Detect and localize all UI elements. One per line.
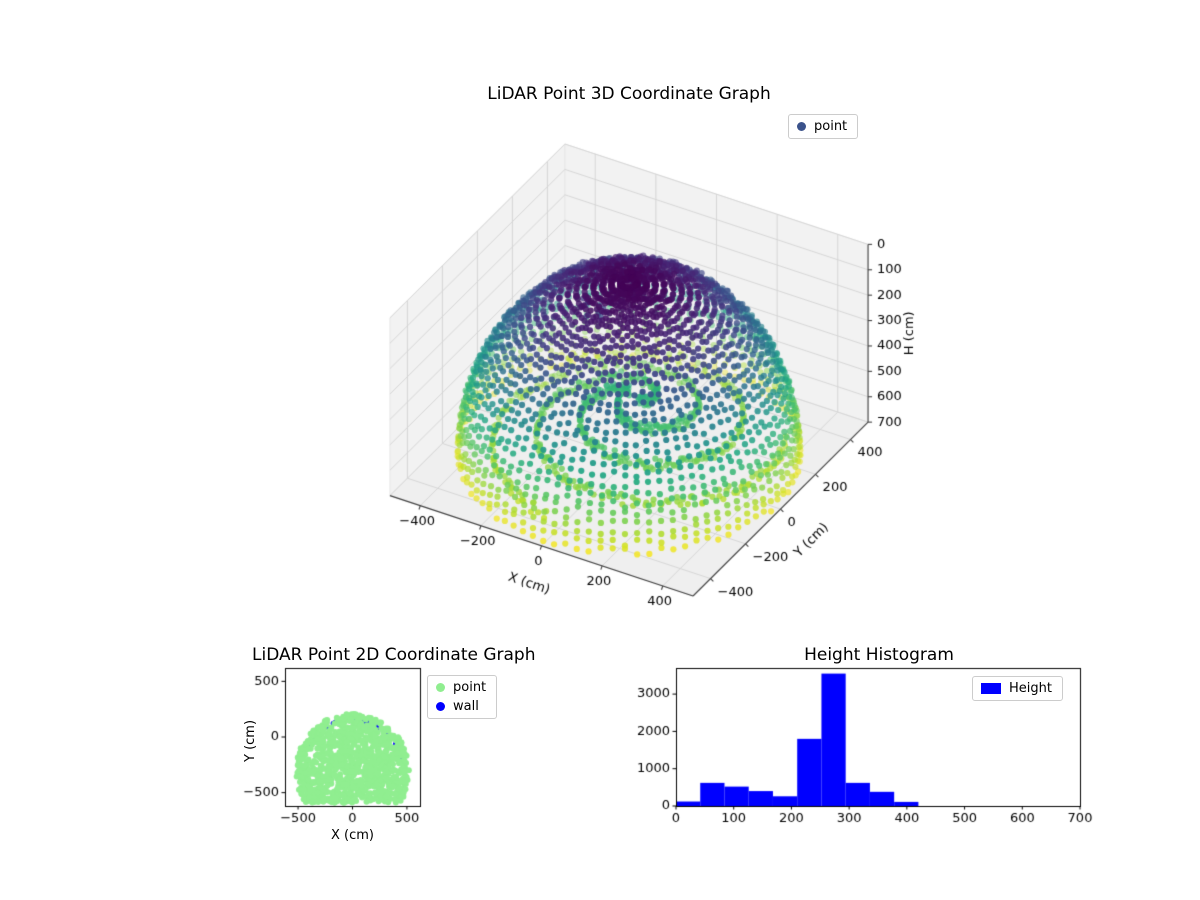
legend-label-wall: wall [453,699,479,714]
point-marker-icon [797,122,806,131]
height-swatch-icon [981,683,1001,694]
point-marker-icon [436,683,445,692]
plot3d-title: LiDAR Point 3D Coordinate Graph [487,84,771,104]
hist-title: Height Histogram [804,645,954,665]
plot2d-legend: point wall [427,675,498,719]
legend-label-point: point [453,680,487,695]
plot2d-title: LiDAR Point 2D Coordinate Graph [252,645,536,665]
legend-label-height: Height [1009,681,1052,696]
plot2d-ylabel: Y (cm) [243,719,258,762]
wall-marker-icon [436,702,445,711]
legend-label-point: point [814,119,848,134]
legend-item-wall: wall [436,699,486,714]
legend-item-point: point [797,119,847,134]
plot2d-xlabel: X (cm) [331,828,374,843]
legend-item-point: point [436,680,486,695]
plot3d-legend: point [788,114,859,139]
hist-legend: Height [972,676,1063,701]
legend-item-height: Height [981,681,1052,696]
